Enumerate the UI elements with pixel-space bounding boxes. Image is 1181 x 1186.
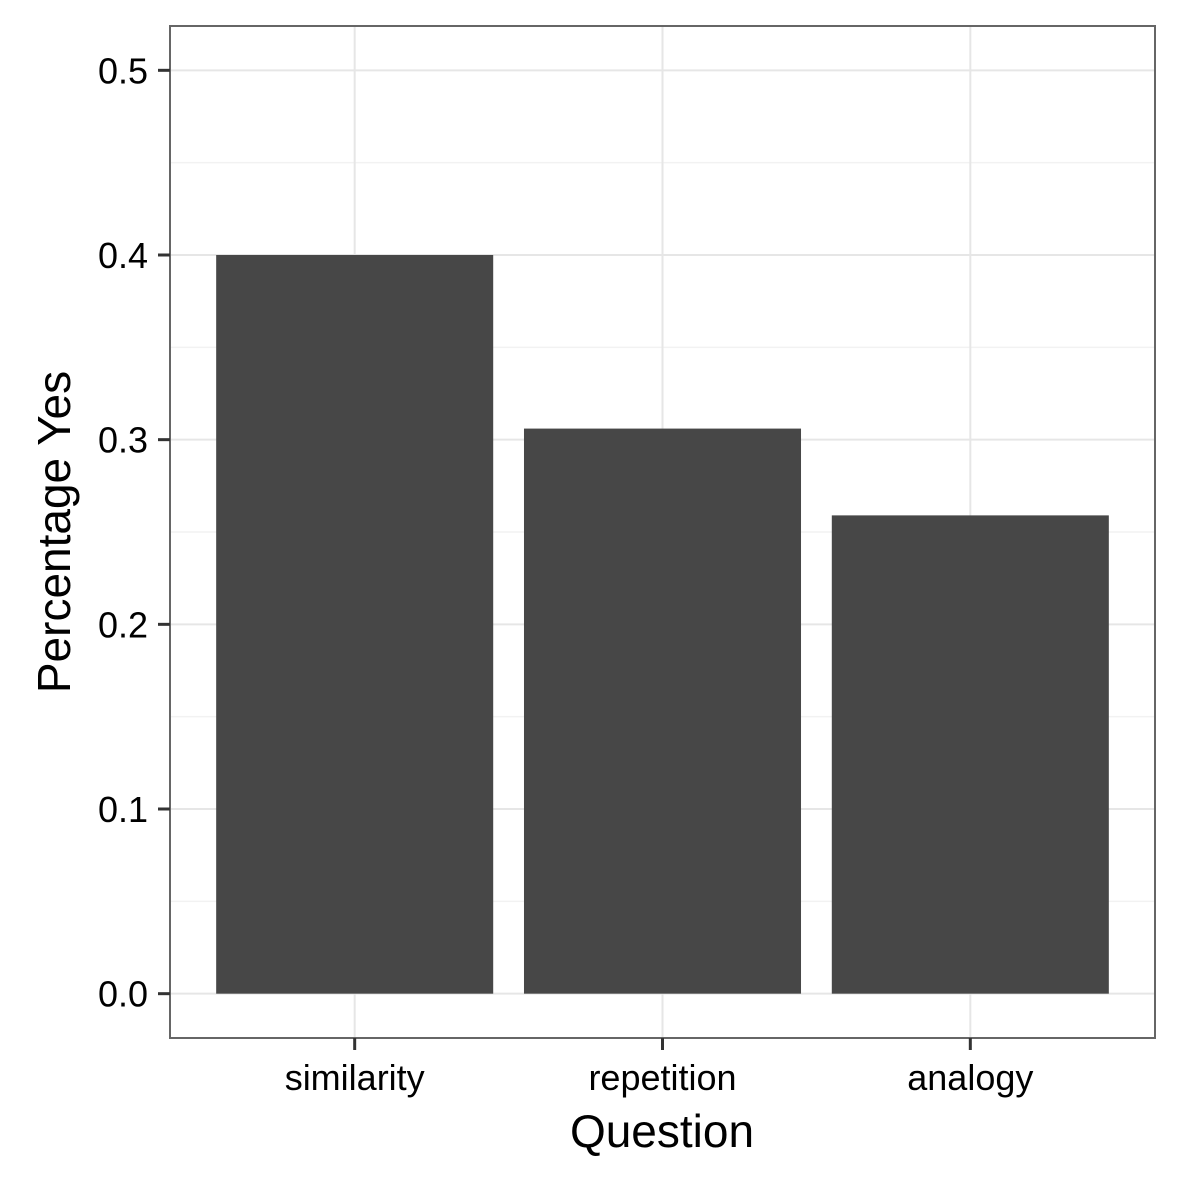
x-tick-label: repetition <box>588 1057 736 1098</box>
y-tick-label: 0.1 <box>98 789 148 830</box>
x-tick-label: similarity <box>285 1057 425 1098</box>
bar-analogy <box>831 515 1109 994</box>
y-tick-label: 0.0 <box>98 974 148 1015</box>
x-tick-label: analogy <box>907 1057 1033 1098</box>
y-axis: 0.0 0.1 0.2 0.3 0.4 0.5 <box>98 50 170 1015</box>
y-tick-label: 0.5 <box>98 50 148 91</box>
bars-group <box>216 254 1109 994</box>
y-axis-title: Percentage Yes <box>28 371 80 693</box>
y-tick-label: 0.2 <box>98 604 148 645</box>
y-tick-label: 0.3 <box>98 420 148 461</box>
x-axis: similarity repetition analogy <box>285 1038 1033 1098</box>
y-tick-label: 0.4 <box>98 235 148 276</box>
bar-repetition <box>523 428 802 994</box>
bar-similarity <box>216 254 494 994</box>
x-axis-title: Question <box>570 1105 754 1157</box>
